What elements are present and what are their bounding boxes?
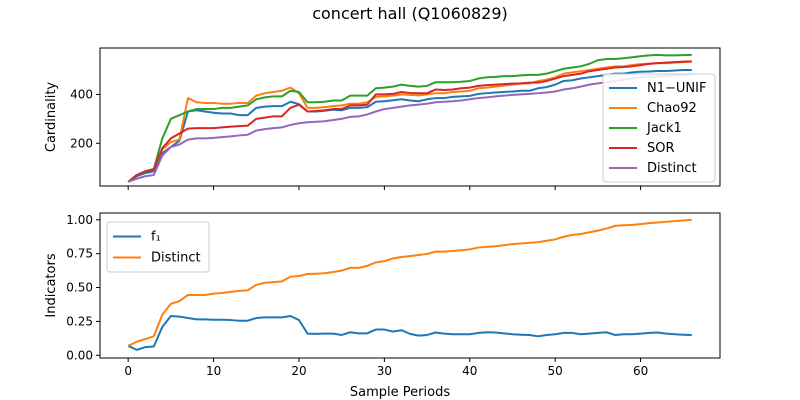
y-axis-label: Cardinality xyxy=(44,82,59,153)
figure-title: concert hall (Q1060829) xyxy=(312,4,508,23)
cardinality-plot: 200 400 Cardinality N1−UNIF Chao92 Jack1 SOR Di… xyxy=(44,47,721,190)
series-line-cardinality-0 xyxy=(127,68,692,183)
legend-box xyxy=(106,221,210,273)
axes-frame xyxy=(99,212,721,359)
y-tick-label: 200 xyxy=(70,136,93,150)
y-tick-label: 0.00 xyxy=(66,348,93,362)
series-line-cardinality-2 xyxy=(127,53,692,183)
legend-label: N1−UNIF xyxy=(647,81,706,96)
indicators-plot: 0 10 20 30 40 50 60 0.00 0.25 0.50 0.75 1.00 Indicat… xyxy=(44,212,721,400)
series-line-cardinality-4 xyxy=(127,73,692,183)
y-axis-label: Indicators xyxy=(44,253,59,317)
legend: N1−UNIF Chao92 Jack1 SOR Distinct xyxy=(602,73,716,183)
series-line-cardinality-1 xyxy=(127,60,692,183)
y-tick-label: 1.00 xyxy=(66,213,93,227)
series-line-indicators-1 xyxy=(127,218,692,347)
x-tick-label: 10 xyxy=(206,364,221,378)
legend-label: f₁ xyxy=(151,230,161,245)
x-tick-label: 20 xyxy=(291,364,306,378)
x-tick-label: 0 xyxy=(124,364,132,378)
legend-label: Distinct xyxy=(151,251,201,266)
legend-box xyxy=(602,73,716,183)
y-tick-label: 0.75 xyxy=(66,247,93,261)
x-axis-label: Sample Periods xyxy=(350,385,450,400)
x-tick-label: 30 xyxy=(377,364,392,378)
legend-label: SOR xyxy=(647,141,675,156)
legend-label: Chao92 xyxy=(647,101,697,116)
axes-frame xyxy=(99,47,721,187)
series-line-indicators-0 xyxy=(127,314,692,351)
legend: f₁ Distinct xyxy=(106,221,210,273)
legend-label: Distinct xyxy=(647,161,697,176)
legend-label: Jack1 xyxy=(646,121,682,136)
y-tick-label: 0.25 xyxy=(66,314,93,328)
x-tick-label: 40 xyxy=(462,364,477,378)
x-tick-label: 60 xyxy=(633,364,648,378)
y-tick-label: 400 xyxy=(70,87,93,101)
y-tick-label: 0.50 xyxy=(66,281,93,295)
series-line-cardinality-3 xyxy=(127,60,692,183)
x-tick-label: 50 xyxy=(548,364,563,378)
